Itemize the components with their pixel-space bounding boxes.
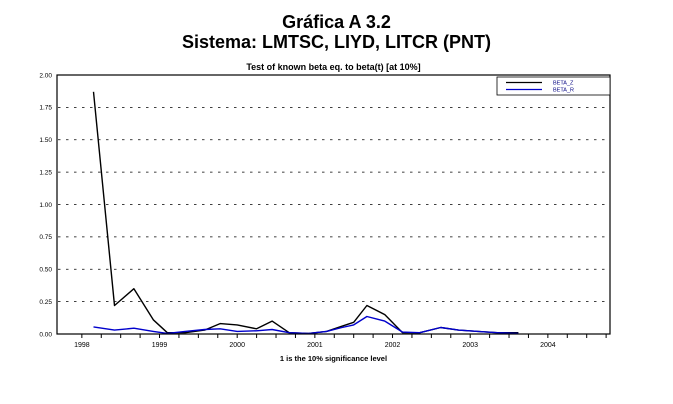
series-line-beta_z	[92, 91, 519, 335]
beta-test-line-chart: Test of known beta eq. to beta(t) [at 10…	[39, 62, 611, 363]
page-title: Gráfica A 3.2	[282, 12, 391, 32]
chart-footnote: 1 is the 10% significance level	[280, 354, 387, 363]
y-tick-label: 1.25	[39, 169, 52, 176]
legend-box	[496, 76, 611, 96]
y-tick-label: 0.50	[39, 267, 52, 274]
chart-area: Test of known beta eq. to beta(t) [at 10…	[0, 58, 673, 382]
x-tick-label: 2004	[540, 342, 556, 349]
y-tick-label: 0.75	[39, 234, 52, 241]
x-tick-label: 2001	[307, 342, 323, 349]
plot-frame	[56, 74, 611, 335]
y-tick-label: 1.75	[39, 105, 52, 112]
y-tick-label: 1.00	[39, 202, 52, 209]
x-tick-label: 1998	[74, 342, 90, 349]
chart-title: Test of known beta eq. to beta(t) [at 10…	[246, 62, 420, 72]
y-tick-label: 0.00	[39, 331, 52, 338]
x-tick-label: 1999	[152, 342, 168, 349]
x-tick-label: 2000	[229, 342, 245, 349]
page-subtitle: Sistema: LMTSC, LIYD, LITCR (PNT)	[181, 32, 491, 52]
page-header: Gráfica A 3.2 Sistema: LMTSC, LIYD, LITC…	[0, 0, 673, 52]
legend-label: BETA_R	[553, 88, 574, 94]
x-tick-label: 2003	[462, 342, 478, 349]
y-tick-label: 0.25	[39, 299, 52, 306]
y-tick-label: 1.50	[39, 137, 52, 144]
x-tick-label: 2002	[385, 342, 401, 349]
y-tick-label: 2.00	[39, 72, 52, 79]
series-line-beta_r	[93, 315, 519, 335]
legend-label: BETA_Z	[553, 81, 574, 87]
